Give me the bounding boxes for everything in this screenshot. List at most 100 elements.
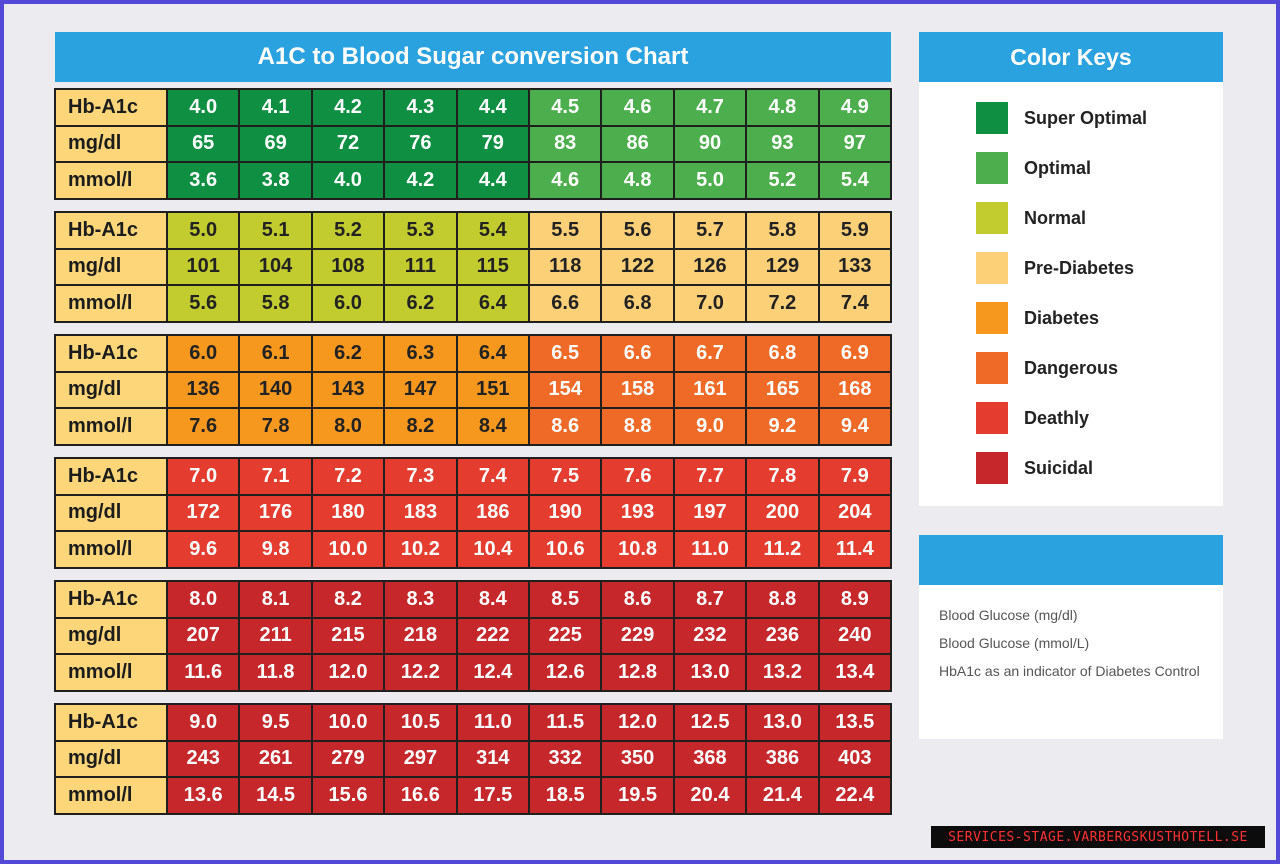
row-label-mgdl: mg/dl	[56, 618, 166, 654]
value-cell-mmol: 5.8	[240, 286, 311, 321]
color-key-item: Dangerous	[976, 352, 1118, 384]
color-swatch	[976, 102, 1008, 134]
value-cell-mgdl: 180	[312, 495, 384, 531]
value-cell-hba1c: 10.5	[385, 705, 456, 740]
value-cell-mgdl: 86	[602, 126, 673, 162]
color-key-label: Normal	[1024, 207, 1087, 228]
value-cell-mgdl: 236	[747, 618, 818, 654]
row-label-mgdl: mg/dl	[56, 372, 166, 408]
value-cell-mgdl: 207	[168, 618, 239, 654]
color-key-label: Deathly	[1024, 407, 1090, 428]
value-cell-hba1c: 6.5	[530, 336, 601, 371]
value-cell-mmol: 6.2	[385, 286, 456, 321]
color-keys-panel: Color Keys Super Optimal Optimal Normal Pre…	[919, 32, 1223, 506]
value-cell-hba1c: 7.5	[530, 459, 601, 494]
value-cell-mmol: 11.4	[819, 532, 890, 567]
value-cell-hba1c: 7.1	[240, 459, 311, 494]
value-cell-hba1c: 4.8	[747, 90, 818, 125]
value-cell-mgdl: 76	[385, 126, 456, 162]
value-cell-mgdl: 314	[457, 741, 528, 777]
value-cell-mmol: 3.8	[240, 163, 311, 198]
value-cell-mmol: 12.8	[602, 655, 673, 690]
color-swatch	[976, 452, 1008, 484]
value-cell-mmol: 14.5	[240, 778, 311, 813]
value-cell-hba1c: 7.7	[674, 459, 746, 494]
color-key-label: Dangerous	[1024, 357, 1119, 378]
value-cell-mgdl: 158	[602, 372, 673, 408]
value-cell-mmol: 9.4	[819, 409, 890, 444]
value-cell-mmol: 12.0	[312, 655, 384, 690]
value-cell-mgdl: 222	[457, 618, 528, 654]
value-cell-mgdl: 211	[240, 618, 311, 654]
value-cell-mgdl: 79	[457, 126, 528, 162]
value-cell-mgdl: 350	[602, 741, 673, 777]
color-swatch	[976, 202, 1008, 234]
value-cell-mgdl: 93	[747, 126, 818, 162]
value-cell-mgdl: 403	[819, 741, 890, 777]
color-swatch	[976, 252, 1008, 284]
value-cell-mmol: 4.6	[530, 163, 601, 198]
value-cell-hba1c: 11.0	[457, 705, 528, 740]
value-cell-mmol: 10.8	[602, 532, 673, 567]
row-label-mgdl: mg/dl	[56, 741, 166, 777]
value-cell-hba1c: 8.9	[819, 582, 890, 617]
value-cell-mmol: 12.2	[385, 655, 456, 690]
row-label-mmol: mmol/l	[56, 778, 166, 813]
value-cell-mmol: 4.0	[312, 163, 384, 198]
value-cell-mgdl: 90	[674, 126, 746, 162]
value-cell-hba1c: 7.4	[457, 459, 528, 494]
table-block-1: Hb-A1c 4.0 4.1 4.2 4.3 4.4 4.5 4.6 4.7 4.8 4.9 mg/d…	[54, 88, 892, 200]
value-cell-mgdl: 140	[240, 372, 311, 408]
value-cell-hba1c: 6.0	[168, 336, 239, 371]
color-swatch	[976, 352, 1008, 384]
value-cell-mmol: 15.6	[312, 778, 384, 813]
value-cell-mgdl: 168	[819, 372, 890, 408]
legend-header-bar	[919, 535, 1223, 585]
color-key-item: Super Optimal	[976, 102, 1147, 134]
value-cell-mmol: 9.8	[240, 532, 311, 567]
value-cell-mmol: 8.6	[530, 409, 601, 444]
row-label-hba1c: Hb-A1c	[56, 705, 166, 740]
value-cell-mgdl: 186	[457, 495, 528, 531]
value-cell-hba1c: 8.6	[602, 582, 673, 617]
value-cell-hba1c: 7.3	[385, 459, 456, 494]
value-cell-mgdl: 297	[385, 741, 456, 777]
legend-line-mgdl: Blood Glucose (mg/dl)	[939, 607, 1078, 623]
value-cell-hba1c: 5.4	[457, 213, 528, 248]
value-cell-hba1c: 8.8	[747, 582, 818, 617]
value-cell-mmol: 11.8	[240, 655, 311, 690]
row-label-hba1c: Hb-A1c	[56, 582, 166, 617]
value-cell-mmol: 21.4	[747, 778, 818, 813]
legend-panel: Blood Glucose (mg/dl) Blood Glucose (mmo…	[919, 535, 1223, 739]
value-cell-hba1c: 8.1	[240, 582, 311, 617]
value-cell-mmol: 5.0	[674, 163, 746, 198]
value-cell-mmol: 8.0	[312, 409, 384, 444]
value-cell-mgdl: 332	[530, 741, 601, 777]
value-cell-mgdl: 104	[240, 249, 311, 285]
color-key-item: Optimal	[976, 152, 1091, 184]
value-cell-mgdl: 193	[602, 495, 673, 531]
legend-line-mmol: Blood Glucose (mmol/L)	[939, 635, 1090, 651]
value-cell-hba1c: 5.3	[385, 213, 456, 248]
value-cell-mgdl: 197	[674, 495, 746, 531]
value-cell-mgdl: 279	[312, 741, 384, 777]
value-cell-mmol: 7.8	[240, 409, 311, 444]
value-cell-mmol: 7.6	[168, 409, 239, 444]
value-cell-mgdl: 122	[602, 249, 673, 285]
value-cell-mgdl: 200	[747, 495, 818, 531]
value-cell-mgdl: 97	[819, 126, 890, 162]
value-cell-mmol: 8.2	[385, 409, 456, 444]
row-label-mmol: mmol/l	[56, 163, 166, 198]
value-cell-hba1c: 4.7	[674, 90, 746, 125]
value-cell-mmol: 10.4	[457, 532, 528, 567]
value-cell-mmol: 22.4	[819, 778, 890, 813]
value-cell-mgdl: 229	[602, 618, 673, 654]
value-cell-hba1c: 4.2	[312, 90, 384, 125]
color-key-label: Diabetes	[1024, 307, 1100, 328]
value-cell-mmol: 18.5	[530, 778, 601, 813]
value-cell-mmol: 5.6	[168, 286, 239, 321]
value-cell-mmol: 20.4	[674, 778, 746, 813]
color-swatch	[976, 402, 1008, 434]
value-cell-hba1c: 4.0	[168, 90, 239, 125]
value-cell-mgdl: 129	[747, 249, 818, 285]
